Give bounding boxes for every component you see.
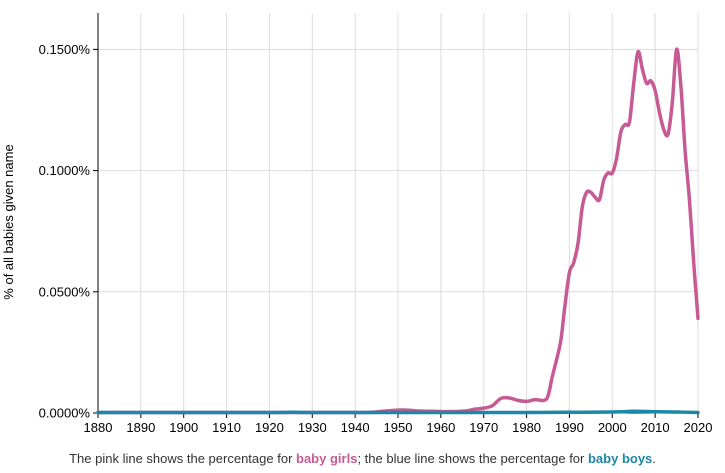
series-lines: [96, 47, 700, 415]
x-tick-label: 1980: [512, 420, 541, 435]
x-tick-label: 1890: [126, 420, 155, 435]
y-axis-label: % of all babies given name: [1, 144, 16, 299]
x-tick-label: 1970: [469, 420, 498, 435]
caption-middle: ; the blue line shows the percentage for: [357, 451, 588, 466]
x-tick-label: 1990: [555, 420, 584, 435]
x-tick-label: 1950: [384, 420, 413, 435]
caption-girls-label: baby girls: [296, 451, 358, 466]
y-tick-labels: 0.0000% 0.0500% 0.1000% 0.1500%: [39, 42, 91, 421]
caption-suffix: .: [652, 451, 656, 466]
x-tick-label: 1920: [255, 420, 284, 435]
x-tick-label: 1940: [341, 420, 370, 435]
y-tick-label: 0.0000%: [39, 406, 91, 421]
y-tick-label: 0.1500%: [39, 42, 91, 57]
y-tick-label: 0.1000%: [39, 163, 91, 178]
x-tick-label: 1900: [169, 420, 198, 435]
x-tick-label: 1880: [84, 420, 113, 435]
caption-prefix: The pink line shows the percentage for: [69, 451, 297, 466]
y-tick-label: 0.0500%: [39, 284, 91, 299]
x-tick-labels: 1880 1890 1900 1910 1920 1930 1940 1950 1960 1970…: [84, 420, 713, 435]
x-tick-label: 2010: [641, 420, 670, 435]
chart-caption: The pink line shows the percentage for b…: [0, 451, 725, 466]
x-tick-label: 2020: [684, 420, 713, 435]
grid-lines: [98, 13, 699, 413]
x-tick-label: 1910: [212, 420, 241, 435]
x-tick-label: 1930: [298, 420, 327, 435]
caption-boys-label: baby boys: [587, 451, 653, 466]
x-tick-label: 2000: [598, 420, 627, 435]
x-tick-label: 1960: [426, 420, 455, 435]
boys-line: [96, 409, 700, 415]
